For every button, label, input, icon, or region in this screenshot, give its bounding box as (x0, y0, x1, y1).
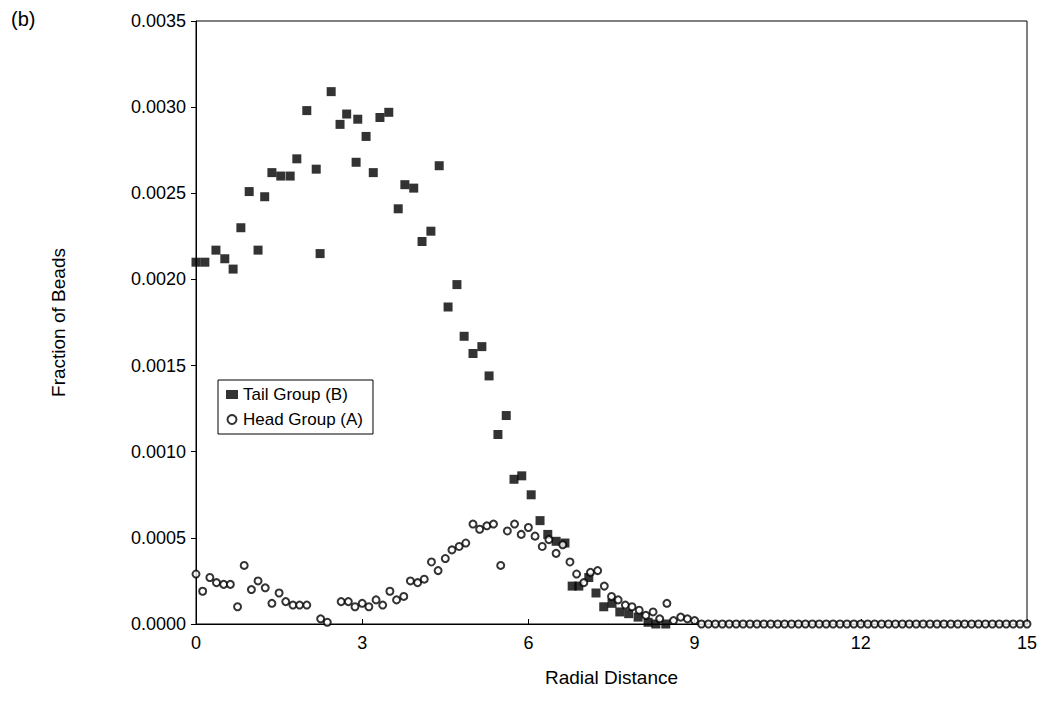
svg-text:0: 0 (191, 633, 201, 653)
svg-text:Head Group (A): Head Group (A) (243, 410, 363, 429)
svg-text:Radial Distance: Radial Distance (545, 667, 678, 688)
svg-text:9: 9 (690, 633, 700, 653)
svg-text:0.0005: 0.0005 (131, 528, 186, 548)
svg-text:3: 3 (357, 633, 367, 653)
svg-text:0.0035: 0.0035 (131, 11, 186, 31)
svg-text:0.0015: 0.0015 (131, 356, 186, 376)
svg-text:0.0025: 0.0025 (131, 183, 186, 203)
svg-text:6: 6 (523, 633, 533, 653)
svg-text:12: 12 (851, 633, 871, 653)
svg-text:Tail Group (B): Tail Group (B) (243, 385, 348, 404)
svg-text:0.0020: 0.0020 (131, 269, 186, 289)
svg-text:15: 15 (1017, 633, 1037, 653)
svg-text:(b): (b) (11, 8, 35, 30)
svg-text:0.0010: 0.0010 (131, 442, 186, 462)
svg-text:0.0030: 0.0030 (131, 97, 186, 117)
svg-text:0.0000: 0.0000 (131, 614, 186, 634)
svg-text:Fraction of Beads: Fraction of Beads (48, 248, 69, 397)
